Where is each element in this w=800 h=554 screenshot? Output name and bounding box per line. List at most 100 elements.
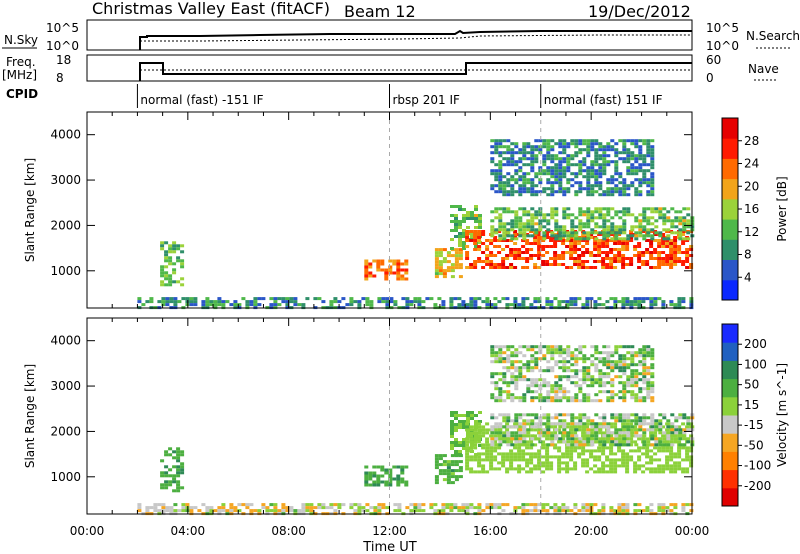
velocity-cell: [646, 390, 651, 394]
power-cell: [477, 297, 482, 301]
velocity-cell: [461, 503, 466, 507]
velocity-cell: [454, 426, 458, 429]
velocity-cell: [665, 461, 670, 465]
velocity-cell: [506, 443, 511, 447]
velocity-cell: [490, 360, 495, 364]
power-cell: [509, 266, 514, 269]
velocity-cell: [582, 416, 587, 420]
power-cell: [674, 210, 679, 214]
power-cell: [537, 242, 542, 245]
power-cell: [614, 190, 619, 194]
velocity-cell: [509, 461, 514, 465]
velocity-cell: [165, 509, 170, 513]
velocity-cell: [626, 366, 631, 370]
power-cell: [458, 275, 463, 279]
power-cell: [570, 142, 575, 146]
power-cell: [458, 254, 463, 258]
power-cell: [570, 219, 575, 223]
velocity-cell: [621, 422, 626, 426]
velocity-cell: [526, 387, 531, 391]
power-cell: [498, 213, 503, 217]
power-cell: [502, 175, 507, 179]
velocity-cell: [654, 419, 659, 423]
velocity-cell: [678, 416, 683, 420]
velocity-cell: [585, 470, 590, 474]
velocity-cell: [570, 425, 575, 429]
velocity-cell: [498, 345, 503, 349]
velocity-cell: [629, 458, 634, 462]
power-cell: [577, 248, 582, 251]
velocity-cell: [650, 390, 655, 394]
velocity-cell: [638, 416, 643, 420]
power-cell: [633, 248, 638, 251]
power-cell: [485, 297, 490, 301]
velocity-cell: [677, 467, 682, 471]
power-cell: [625, 263, 630, 266]
noise-sky-label: N.Sky: [4, 33, 38, 47]
power-cell: [465, 230, 470, 233]
power-cell: [530, 154, 535, 158]
velocity-cell: [633, 425, 638, 429]
power-cell: [454, 226, 458, 229]
velocity-cell: [450, 441, 454, 444]
power-cell: [501, 297, 506, 301]
power-cell: [622, 190, 627, 194]
power-cell: [368, 262, 373, 266]
velocity-cell: [493, 455, 498, 459]
velocity-cell: [506, 413, 511, 417]
power-cell: [618, 175, 623, 179]
velocity-cell: [449, 509, 454, 513]
velocity-cell: [673, 434, 678, 438]
power-cell: [653, 251, 658, 254]
velocity-cell: [462, 447, 466, 450]
velocity-cell: [502, 440, 507, 444]
power-cell: [602, 207, 607, 211]
velocity-cell: [490, 351, 495, 355]
power-cell: [566, 213, 571, 217]
power-cell: [502, 225, 507, 229]
velocity-cell: [462, 444, 466, 447]
power-cell: [617, 257, 622, 260]
power-cell: [666, 219, 671, 223]
power-cell: [485, 254, 490, 257]
velocity-cell: [650, 387, 655, 391]
power-cell: [689, 254, 694, 257]
velocity-cell: [549, 431, 554, 435]
velocity-cell: [505, 440, 510, 444]
power-cell: [449, 300, 454, 304]
power-cell: [554, 207, 559, 211]
power-cell: [505, 245, 510, 248]
velocity-cell: [450, 447, 454, 450]
velocity-cell: [273, 509, 278, 513]
velocity-cell: [602, 381, 607, 385]
power-cell: [505, 303, 510, 307]
velocity-cell: [501, 455, 506, 459]
power-cell: [686, 222, 691, 226]
power-cell: [566, 145, 571, 149]
power-cell: [622, 219, 627, 223]
velocity-cell: [673, 506, 678, 510]
velocity-cell: [649, 431, 654, 435]
power-cell: [506, 190, 511, 194]
velocity-cell: [449, 503, 454, 507]
velocity-cell: [545, 464, 550, 468]
power-cell: [558, 231, 563, 235]
power-colorbar-tick-label: 4: [744, 270, 752, 284]
power-cell: [368, 274, 373, 278]
velocity-colorbar-swatch: [722, 360, 738, 380]
power-cell: [474, 205, 478, 208]
velocity-cell: [529, 446, 534, 450]
velocity-cell: [530, 369, 535, 373]
velocity-cell: [534, 381, 539, 385]
velocity-cell: [494, 360, 499, 364]
velocity-cell: [569, 467, 574, 471]
velocity-cell: [169, 509, 174, 513]
power-cell: [530, 181, 535, 185]
velocity-cell: [689, 458, 694, 462]
velocity-cell: [593, 470, 598, 474]
power-cell: [606, 234, 611, 238]
velocity-cell: [618, 419, 623, 423]
power-cell: [522, 148, 527, 152]
velocity-colorbar-swatch: [722, 469, 738, 489]
velocity-cell: [522, 431, 527, 435]
